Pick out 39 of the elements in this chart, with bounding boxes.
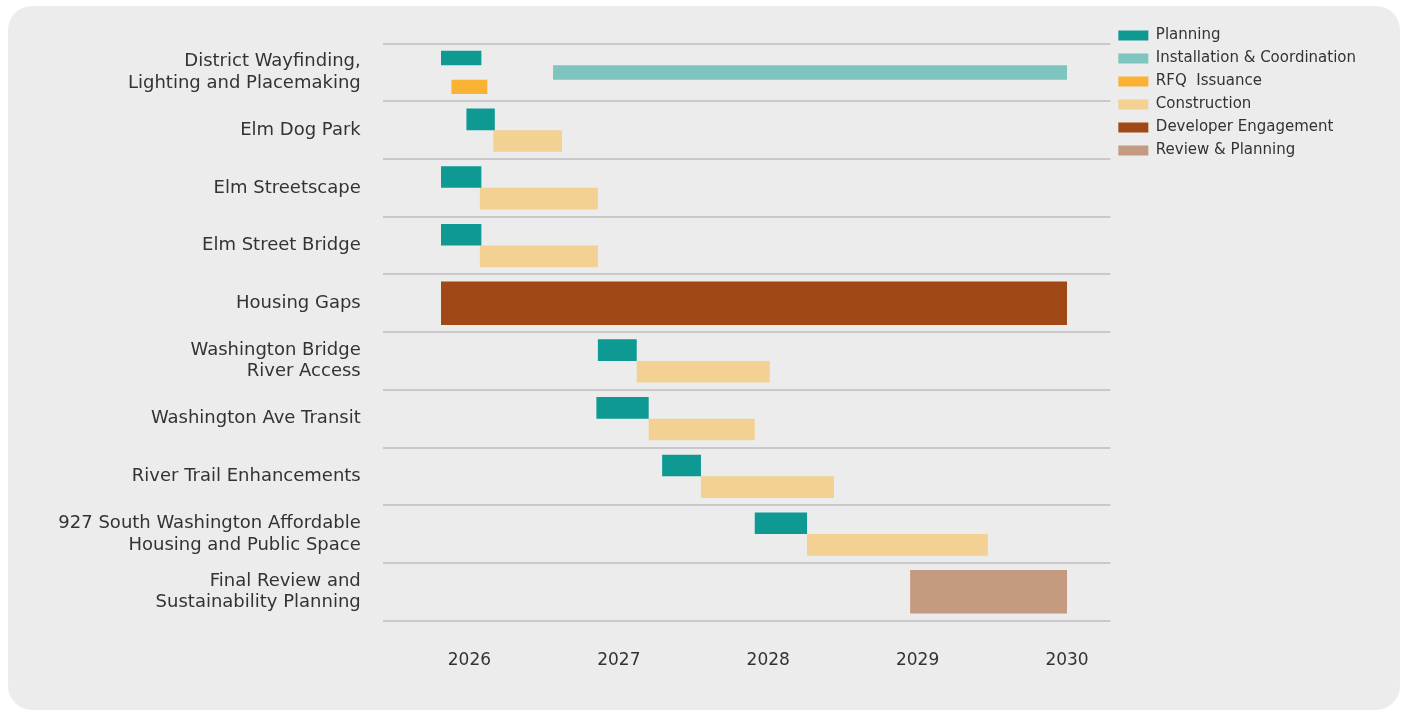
x-tick-label: 2026 <box>447 649 492 670</box>
bar <box>636 360 770 383</box>
y-tick-label: 927 South Washington Affordable Housing and Public Space <box>58 510 361 554</box>
legend-label: Planning <box>1155 25 1221 44</box>
legend-label: Review & Planning <box>1155 140 1296 159</box>
bar <box>596 397 649 419</box>
bar <box>441 166 482 188</box>
bar <box>493 130 563 152</box>
bar <box>807 534 988 556</box>
x-tick-label: 2030 <box>1045 649 1089 670</box>
y-tick-label: Elm Streetscape <box>213 175 361 197</box>
legend-label: RFQ Issuance <box>1155 71 1262 90</box>
bar <box>441 281 1068 325</box>
x-tick-label: 2028 <box>746 649 790 670</box>
x-tick-label: 2029 <box>895 649 940 670</box>
legend-label: Developer Engagement <box>1155 117 1334 136</box>
y-tick-label: Final Review and Sustainability Planning <box>155 568 361 612</box>
y-tick-label: District Wayfinding, Lighting and Placemaking <box>128 49 361 92</box>
bar <box>700 476 834 498</box>
bar <box>441 223 482 246</box>
x-tick-label: 2027 <box>597 649 641 670</box>
bar <box>466 108 495 131</box>
y-tick-label: Elm Street Bridge <box>202 233 361 255</box>
y-tick-label: Washington Bridge River Access <box>190 337 361 381</box>
y-tick-label: River Trail Enhancements <box>131 464 361 486</box>
legend-label: Installation & Coordination <box>1155 48 1357 67</box>
bar <box>597 339 637 361</box>
bar <box>451 79 488 95</box>
legend-label: Construction <box>1155 94 1252 113</box>
y-tick-label: Elm Dog Park <box>240 117 362 139</box>
bar <box>910 570 1068 614</box>
bar <box>479 245 598 268</box>
y-tick-label: Housing Gaps <box>236 290 361 312</box>
bar <box>479 187 598 210</box>
bar <box>648 418 755 441</box>
bar <box>553 65 1068 80</box>
bar <box>662 454 701 477</box>
y-tick-label: Washington Ave Transit <box>150 406 361 428</box>
bar <box>754 512 808 535</box>
